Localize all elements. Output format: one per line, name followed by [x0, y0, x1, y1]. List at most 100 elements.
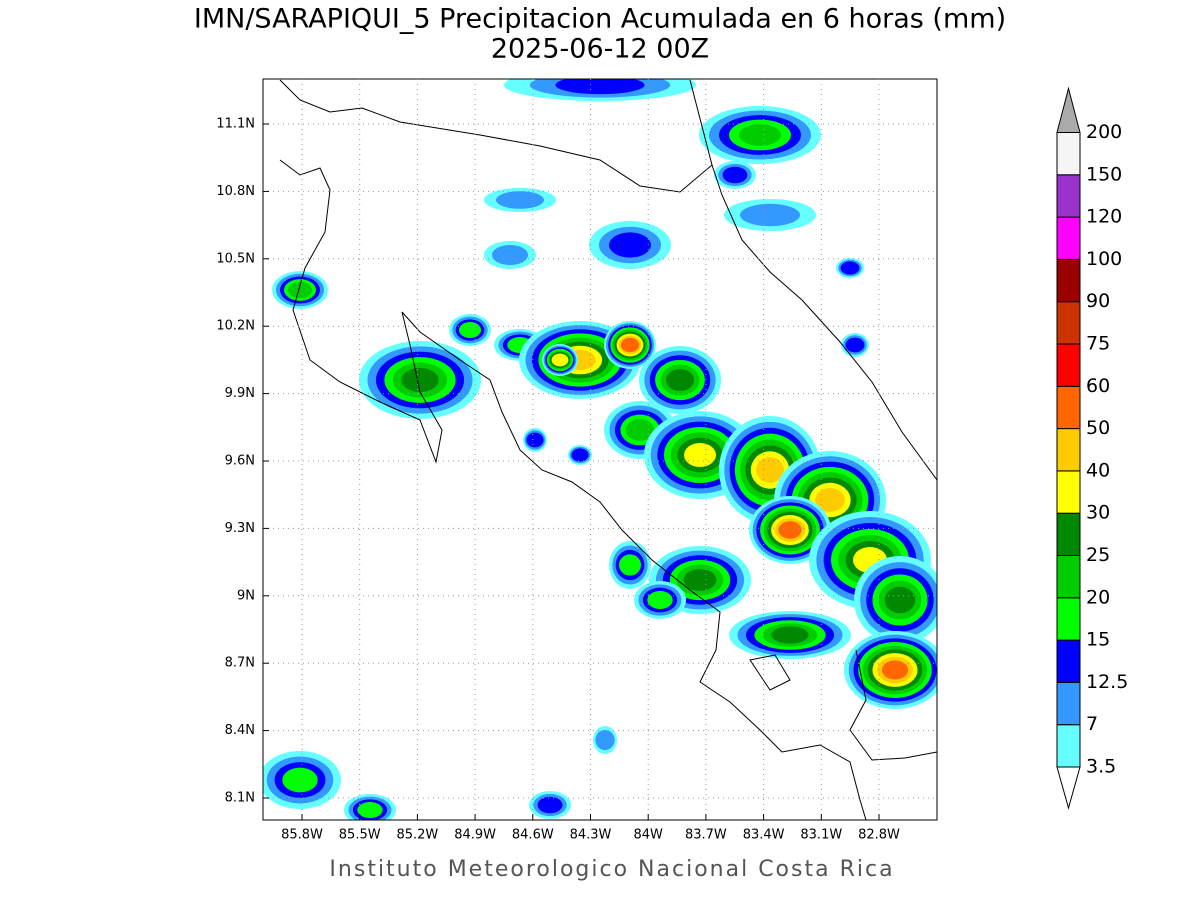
caribbean-coast: [711, 164, 937, 481]
colorbar-label: 75: [1086, 333, 1110, 355]
colorbar-swatch: [1056, 216, 1081, 260]
lon-label: 84W: [633, 828, 663, 843]
lat-label: 10.2N: [216, 319, 255, 334]
precip-contour: [459, 322, 481, 338]
precip-contour: [282, 767, 318, 793]
colorbar-label: 60: [1086, 375, 1110, 397]
colorbar-label: 90: [1086, 290, 1110, 312]
precip-contour: [815, 488, 845, 512]
precip-contour: [401, 367, 439, 393]
colorbar-label: 50: [1086, 417, 1110, 439]
lat-label: 9N: [237, 588, 255, 603]
colorbar-label: 3.5: [1086, 756, 1116, 778]
colorbar: 3.5 7 12.5 15 20 25 30 40 50 60 75 90 100 120 150 200: [1056, 86, 1128, 810]
subtitle: 2025-06-12 00Z: [491, 34, 709, 65]
colorbar-label: 100: [1086, 248, 1122, 270]
precip-contour: [609, 232, 651, 258]
coastlines: [279, 79, 937, 820]
precip-contour: [771, 626, 809, 644]
colorbar-swatch: [1056, 385, 1081, 430]
title: IMN/SARAPIQUI_5 Precipitacion Acumulada …: [194, 4, 1006, 35]
map-frame: [262, 78, 938, 821]
lon-label: 85.5W: [339, 828, 381, 843]
precip-contour: [537, 796, 563, 814]
lat-label: 11.1N: [216, 117, 255, 132]
precip-contour: [357, 802, 383, 818]
precip-contour: [619, 554, 641, 576]
precip-contour: [884, 586, 916, 614]
colorbar-label: 20: [1086, 586, 1110, 608]
precip-contour: [496, 191, 544, 209]
precip-contour: [571, 448, 589, 462]
precip-contour: [526, 432, 544, 448]
lon-label: 82.8W: [858, 828, 900, 843]
precip-contour: [845, 337, 865, 353]
precip-contour: [739, 124, 781, 146]
colorbar-label: 15: [1086, 629, 1110, 651]
colorbar-label: 7: [1086, 713, 1098, 735]
colorbar-swatch: [1056, 724, 1081, 768]
precip-contour: [881, 660, 909, 680]
lat-label: 10.5N: [216, 251, 255, 266]
precip-contour: [722, 166, 748, 184]
lat-label: 9.9N: [225, 386, 255, 401]
colorbar-label: 120: [1086, 206, 1122, 228]
precip-contour: [647, 591, 673, 609]
colorbar-swatch: [1056, 343, 1081, 387]
colorbar-swatch: [1056, 470, 1081, 514]
colorbar-label: 200: [1086, 121, 1122, 143]
colorbar-swatch: [1056, 174, 1081, 218]
lon-label: 85.8W: [281, 828, 323, 843]
colorbar-label: 12.5: [1086, 671, 1128, 693]
colorbar-swatch: [1056, 301, 1081, 345]
peninsula: [749, 654, 791, 691]
pacific-coast: [279, 159, 867, 820]
colorbar-swatch: [1056, 639, 1081, 683]
colorbar-swatch: [1056, 132, 1081, 176]
lat-label: 10.8N: [216, 184, 255, 199]
colorbar-label: 40: [1086, 459, 1110, 481]
precip-contour: [840, 261, 860, 275]
colorbar-under: [1056, 766, 1081, 810]
lon-label: 83.1W: [800, 828, 842, 843]
border-south: [849, 649, 937, 761]
precip-contour: [684, 443, 716, 467]
lon-label: 84.6W: [512, 828, 554, 843]
precip-contour: [555, 79, 645, 95]
precip-contour: [625, 419, 655, 441]
lon-label: 84.3W: [570, 828, 612, 843]
lat-label: 9.6N: [225, 454, 255, 469]
lat-label: 8.7N: [225, 656, 255, 671]
colorbar-swatch: [1056, 512, 1081, 557]
lat-label: 8.1N: [225, 791, 255, 806]
precip-contour: [551, 353, 569, 367]
lon-label: 83.7W: [685, 828, 727, 843]
lon-label: 85.2W: [396, 828, 438, 843]
lon-label: 83.4W: [743, 828, 785, 843]
precip-contour: [620, 337, 640, 353]
colorbar-swatch: [1056, 555, 1081, 599]
precip-contour: [778, 521, 802, 539]
colorbar-swatch: [1056, 428, 1081, 472]
precip-contour: [492, 245, 528, 265]
colorbar-label: 150: [1086, 163, 1122, 185]
lat-label: 8.4N: [225, 723, 255, 738]
precip-contour: [683, 569, 717, 591]
precip-contour: [756, 457, 784, 483]
border-north: [279, 79, 713, 193]
colorbar-label: 30: [1086, 502, 1110, 524]
lon-label: 84.9W: [454, 828, 496, 843]
precip-contour: [665, 369, 695, 391]
colorbar-swatch: [1056, 597, 1081, 641]
lat-label: 9.3N: [225, 521, 255, 536]
footer: Instituto Meteorologico Nacional Costa R…: [329, 857, 894, 882]
colorbar-label: 25: [1086, 544, 1110, 566]
precip-contour: [288, 281, 312, 299]
precip-field: [263, 79, 937, 820]
precip-contour: [595, 730, 615, 750]
precip-contour: [740, 203, 800, 227]
colorbar-over: [1056, 86, 1081, 133]
colorbar-swatch: [1056, 258, 1081, 303]
colorbar-swatch: [1056, 681, 1081, 726]
